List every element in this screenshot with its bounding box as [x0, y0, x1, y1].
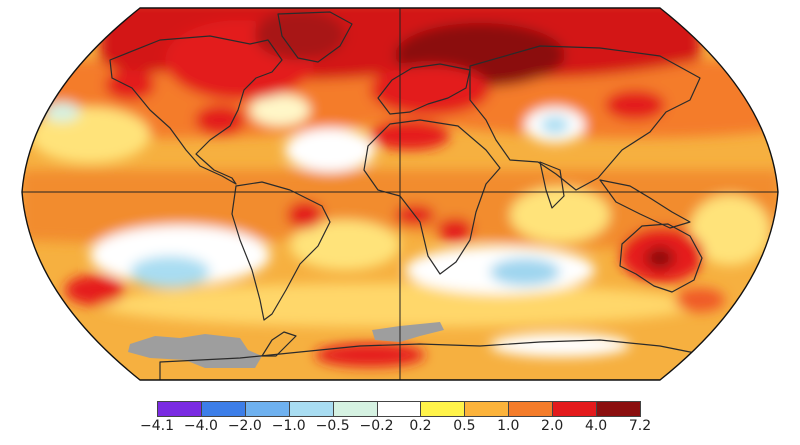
coastlines [109, 11, 703, 380]
south-africa-red [437, 218, 473, 242]
coast-antarctica [159, 339, 701, 380]
colorbar-bin [157, 401, 202, 417]
south-indian-cool [490, 258, 560, 286]
coast-asia [469, 45, 701, 191]
colorbar-bin [200, 401, 246, 417]
colorbar-bin [508, 401, 554, 417]
europe-red [370, 65, 490, 115]
east-pacific-yellow [690, 195, 770, 265]
coast-antarctic-peninsula [261, 331, 297, 357]
ross-sea-red [315, 343, 425, 367]
south-atlantic-yellow [290, 220, 400, 270]
colorbar-bin [464, 401, 510, 417]
colorbar-tick-label: −4.0 [183, 418, 218, 434]
colorbar-tick-label: −0.5 [315, 418, 350, 434]
colorbar-tick-label: −4.1 [140, 418, 174, 434]
colorbar-tick-label: −2.0 [227, 418, 262, 434]
north-pacific-red-patch [65, 275, 125, 305]
color-scale-legend: −4.1 −4.0 −2.0 −1.0 −0.5 −0.2 0.2 0.5 1.0 2.0 4.0 7… [0, 395, 800, 445]
colorbar-bin [288, 401, 334, 417]
colorbar-tick-label: 4.0 [584, 418, 608, 434]
west-atlantic-cool [250, 94, 310, 126]
colorbar-bin [552, 401, 598, 417]
colorbar-tick-label: −0.2 [359, 418, 394, 434]
west-pacific-green [44, 102, 80, 122]
amazon-red [287, 201, 323, 229]
antarctica-missing-east [372, 322, 444, 342]
south-pacific-red [675, 288, 725, 312]
antarctica-missing-west [128, 334, 262, 368]
coast-africa [363, 119, 501, 275]
colorbar-bin [244, 401, 290, 417]
antarctic-white [490, 333, 630, 357]
indian-yellow [510, 187, 610, 243]
north-atlantic-cool [285, 128, 375, 172]
globe-outline [21, 7, 779, 381]
colorbar-tick-label: 7.2 [628, 418, 652, 434]
colorbar-bin [420, 401, 466, 417]
australia-hot [646, 247, 674, 269]
colorbar-bin [376, 401, 422, 417]
coast-se-asia [599, 179, 691, 229]
north-africa-red [370, 120, 450, 150]
coast-australia [619, 223, 703, 293]
colorbar-bin [596, 401, 641, 417]
coast-south-america [231, 181, 331, 321]
colorbar-tick-label: 0.5 [453, 418, 476, 434]
coast-india [539, 161, 565, 209]
coast-europe [377, 63, 471, 115]
colorbar-tick-label: −1.0 [271, 418, 306, 434]
colorbar-tick-label: 2.0 [541, 418, 564, 434]
coast-greenland [277, 11, 353, 63]
greenland-deep-red [255, 10, 345, 60]
central-asia-cool [541, 116, 569, 134]
north-pacific-red [105, 70, 155, 100]
colorbar-tick-label: 1.0 [497, 418, 520, 434]
colorbar-tick-label: 0.2 [409, 418, 432, 434]
coast-north-america [109, 35, 283, 185]
map-field [22, 8, 778, 380]
world-anomaly-map [21, 7, 779, 381]
colorbar-bin [332, 401, 378, 417]
east-us-red [195, 105, 245, 135]
east-asia-red [605, 90, 665, 120]
south-pacific-cool [130, 256, 210, 288]
anomaly-blobs [22, 8, 778, 367]
